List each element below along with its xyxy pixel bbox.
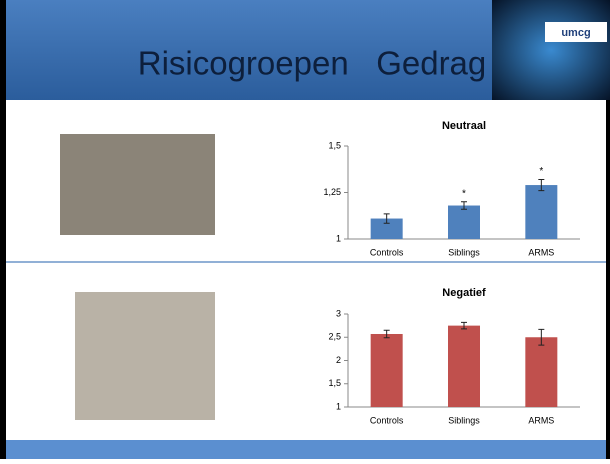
slide-title: Risicogroepen Gedrag bbox=[138, 45, 487, 82]
x-tick-label: Siblings bbox=[448, 415, 480, 425]
y-tick-label: 1,25 bbox=[323, 187, 341, 197]
bar bbox=[448, 326, 480, 407]
y-tick-label: 3 bbox=[336, 308, 341, 318]
x-tick-label: Controls bbox=[370, 415, 404, 425]
y-tick-label: 1,5 bbox=[328, 378, 341, 388]
x-tick-label: ARMS bbox=[528, 415, 554, 425]
footer-band bbox=[6, 440, 606, 459]
slide: Risicogroepen Gedrag umcg Neutraal 1 1,25 1… bbox=[0, 0, 610, 459]
photo-teacher bbox=[60, 134, 215, 235]
photo-patient bbox=[75, 292, 215, 420]
chart-title: Negatief bbox=[442, 287, 486, 299]
chart-title: Neutraal bbox=[442, 120, 486, 132]
y-tick-label: 1 bbox=[336, 233, 341, 243]
bar bbox=[525, 337, 557, 407]
y-tick-label: 2 bbox=[336, 355, 341, 365]
significance-mark: * bbox=[462, 188, 466, 199]
x-tick-label: ARMS bbox=[528, 247, 554, 257]
significance-mark: * bbox=[539, 166, 543, 177]
y-tick-label: 1,5 bbox=[328, 140, 341, 150]
y-tick-label: 2,5 bbox=[328, 332, 341, 342]
logo: umcg bbox=[561, 27, 590, 39]
bar bbox=[525, 185, 557, 239]
header-image bbox=[492, 0, 610, 100]
x-tick-label: Siblings bbox=[448, 247, 480, 257]
bar bbox=[371, 334, 403, 407]
x-tick-label: Controls bbox=[370, 247, 404, 257]
bar bbox=[448, 206, 480, 239]
y-tick-label: 1 bbox=[336, 401, 341, 411]
